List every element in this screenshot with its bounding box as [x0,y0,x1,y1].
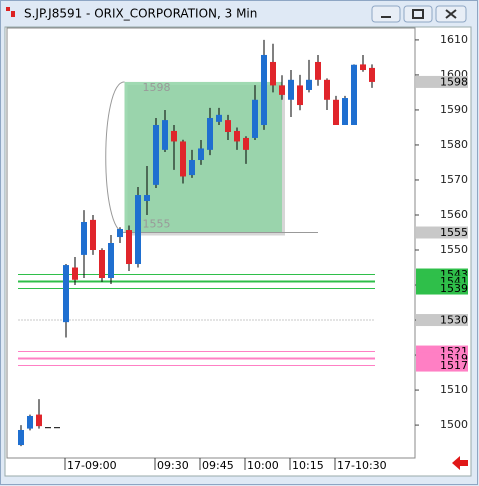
y-tick-label: 1610 [440,33,468,46]
box-arc [105,81,125,233]
x-tick-label: 17-09:00 [67,459,117,472]
level-label: 1530 [440,314,468,327]
candle-body [360,64,366,71]
level-label: 1598 [440,75,468,88]
y-tick-label: 1500 [440,418,468,431]
level-tag [416,359,468,372]
candle-body [225,120,231,132]
candle-body [54,427,60,429]
y-tick-label: 1590 [440,103,468,116]
candle-body [234,130,240,142]
level-tag [416,282,468,295]
app-icon [11,11,15,17]
candle-body [162,120,168,150]
x-tick-label: 17-10:30 [337,459,387,472]
y-tick-label: 1570 [440,173,468,186]
candle-body [18,429,24,446]
x-tick-label: 10:15 [292,459,324,472]
y-tick-label: 1580 [440,138,468,151]
candle-body [243,137,249,150]
candle-body [153,124,159,185]
candle-body [324,79,330,100]
candle-body [288,79,294,100]
level-label: 1539 [440,282,468,295]
app-icon [6,7,10,11]
level-label: 1555 [440,226,468,239]
level-tag [416,314,468,327]
candle-body [270,61,276,86]
candle-body [306,79,312,90]
level-tag [416,75,468,88]
y-tick-label: 1560 [440,208,468,221]
candle-body [63,265,69,323]
candle-body [36,414,42,427]
candle-body [135,195,141,265]
box-label: 1555 [143,217,171,230]
plot: 1598155515001510152015301540155015601570… [18,33,468,472]
candle-body [126,230,132,265]
candle-body [315,61,321,80]
candle-body [189,160,195,176]
candle-body [351,64,357,125]
candle-body [180,141,186,177]
candle-body [216,114,222,122]
box-label: 1598 [143,81,171,94]
scroll-arrow[interactable] [452,456,468,470]
candle-body [279,85,285,95]
candle-body [81,221,87,255]
candle-body [144,195,150,201]
candle-body [72,267,78,280]
y-tick-label: 1550 [440,243,468,256]
x-tick-label: 09:30 [157,459,189,472]
y-tick-label: 1510 [440,383,468,396]
level-tag [416,226,468,239]
minimize-button[interactable] [371,5,401,23]
candle-body [27,415,33,429]
x-tick-label: 09:45 [202,459,234,472]
candle-body [198,148,204,161]
x-tick-label: 10:00 [247,459,279,472]
level-label: 1517 [440,359,468,372]
candle-body [252,99,258,138]
maximize-button[interactable] [403,5,433,23]
candle-body [342,98,348,125]
window-title: S.JP.J8591 - ORIX_CORPORATION, 3 Min [24,7,257,21]
candle-body [99,250,105,279]
candle-body [261,54,267,125]
candle-body [207,117,213,150]
candle-body [171,130,177,142]
candle-body [333,99,339,125]
candle-body [45,427,51,429]
candle-body [297,85,303,106]
candle-body [369,67,375,82]
candle-body [117,228,123,238]
candle-body [90,219,96,251]
candle-body [108,243,114,279]
window-buttons [371,5,467,23]
